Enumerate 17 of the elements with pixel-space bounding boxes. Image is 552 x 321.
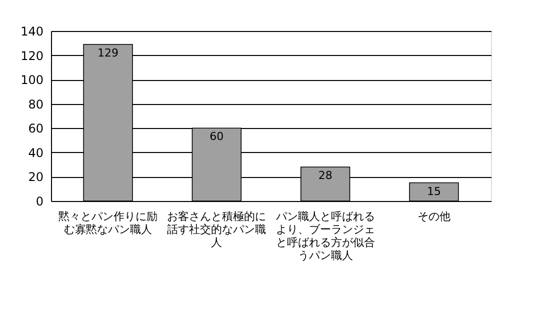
- y-tick-label: 20: [28, 170, 44, 184]
- y-tick-label: 60: [28, 122, 44, 136]
- data-label: 60: [210, 130, 224, 144]
- x-tick-label: 黙々とパン作りに励む寡黙なパン職人: [58, 210, 158, 236]
- y-tick-label: 120: [20, 48, 44, 63]
- x-tick-label: パン職人と呼ばれるより、ブーランジェと呼ばれる方が似合うパン職人: [274, 210, 375, 262]
- y-tick-label: 140: [20, 24, 44, 38]
- bar: [409, 182, 459, 202]
- x-tick-label: その他: [417, 210, 450, 223]
- data-label: 15: [426, 184, 441, 198]
- data-label: 28: [318, 169, 332, 182]
- y-tick-label: 80: [28, 97, 44, 112]
- x-tick-label: お客さんと積極的に話す社交的なパン職人: [167, 210, 266, 249]
- y-tick-label: 100: [20, 73, 44, 88]
- y-tick-label: 40: [28, 146, 44, 160]
- y-tick-label: 0: [36, 194, 44, 208]
- data-label: 129: [98, 46, 119, 60]
